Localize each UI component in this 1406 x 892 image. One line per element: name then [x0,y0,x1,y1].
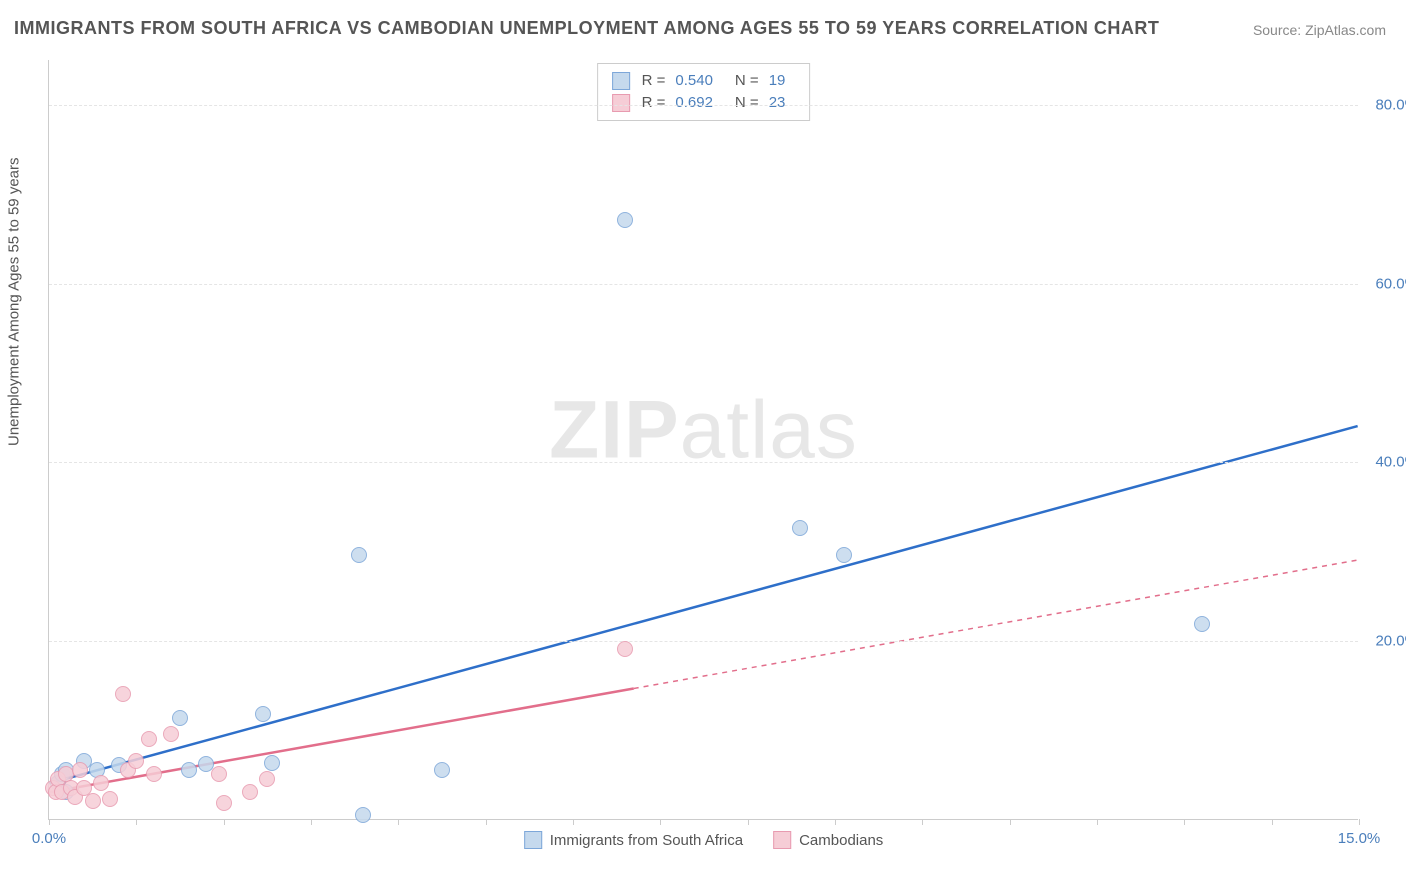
scatter-point [255,706,271,722]
scatter-point [1194,616,1210,632]
x-tick [1359,819,1360,825]
x-tick [748,819,749,825]
trend-line-dashed [634,560,1358,688]
scatter-point [259,771,275,787]
gridline [49,462,1358,463]
scatter-point [146,766,162,782]
scatter-point [242,784,258,800]
scatter-point [836,547,852,563]
legend-r-label: R = [642,70,666,92]
scatter-point [141,731,157,747]
x-tick [1272,819,1273,825]
scatter-point [128,753,144,769]
scatter-point [181,762,197,778]
stats-legend-row: R = 0.540 N = 19 [612,70,796,92]
legend-r-value: 0.692 [675,92,713,114]
scatter-point [216,795,232,811]
legend-n-label: N = [735,70,759,92]
scatter-point [163,726,179,742]
scatter-point [264,755,280,771]
series-legend-item: Immigrants from South Africa [524,831,743,849]
x-tick [136,819,137,825]
scatter-point [617,212,633,228]
scatter-point [72,762,88,778]
legend-swatch [773,831,791,849]
x-tick [486,819,487,825]
trend-line-solid [49,426,1357,783]
y-tick-label: 80.0% [1375,96,1406,113]
x-tick [835,819,836,825]
scatter-point [93,775,109,791]
trend-lines [49,60,1358,819]
x-tick [573,819,574,825]
stats-legend-row: R = 0.692 N = 23 [612,92,796,114]
x-tick [311,819,312,825]
scatter-point [434,762,450,778]
legend-swatch [612,94,630,112]
legend-n-value: 19 [769,70,786,92]
chart-title: IMMIGRANTS FROM SOUTH AFRICA VS CAMBODIA… [14,18,1159,39]
y-tick-label: 40.0% [1375,454,1406,471]
x-tick [1184,819,1185,825]
scatter-point [792,520,808,536]
gridline [49,641,1358,642]
plot-area: ZIPatlas R =0.540N =19R =0.692N =23 Immi… [48,60,1358,820]
legend-n-label: N = [735,92,759,114]
x-tick-label: 0.0% [32,830,66,847]
y-tick-label: 20.0% [1375,633,1406,650]
x-tick-label: 15.0% [1338,830,1381,847]
x-tick [398,819,399,825]
y-axis-title: Unemployment Among Ages 55 to 59 years [6,157,23,446]
x-tick [922,819,923,825]
x-tick [1010,819,1011,825]
scatter-point [355,807,371,823]
x-tick [224,819,225,825]
series-legend-label: Cambodians [799,832,883,849]
legend-r-label: R = [642,92,666,114]
scatter-point [102,791,118,807]
series-legend-item: Cambodians [773,831,883,849]
scatter-point [617,641,633,657]
legend-r-value: 0.540 [675,70,713,92]
legend-swatch [612,72,630,90]
series-legend: Immigrants from South Africa Cambodians [524,831,884,849]
source-attribution: Source: ZipAtlas.com [1253,22,1386,38]
stats-legend: R = 0.540 N = 19 R = 0.692 N = 23 [597,63,811,121]
x-tick [660,819,661,825]
x-tick [49,819,50,825]
gridline [49,105,1358,106]
scatter-point [211,766,227,782]
legend-n-value: 23 [769,92,786,114]
scatter-point [85,793,101,809]
gridline [49,284,1358,285]
scatter-point [115,686,131,702]
y-tick-label: 60.0% [1375,275,1406,292]
scatter-point [172,710,188,726]
scatter-point [351,547,367,563]
series-legend-label: Immigrants from South Africa [550,832,743,849]
x-tick [1097,819,1098,825]
legend-swatch [524,831,542,849]
